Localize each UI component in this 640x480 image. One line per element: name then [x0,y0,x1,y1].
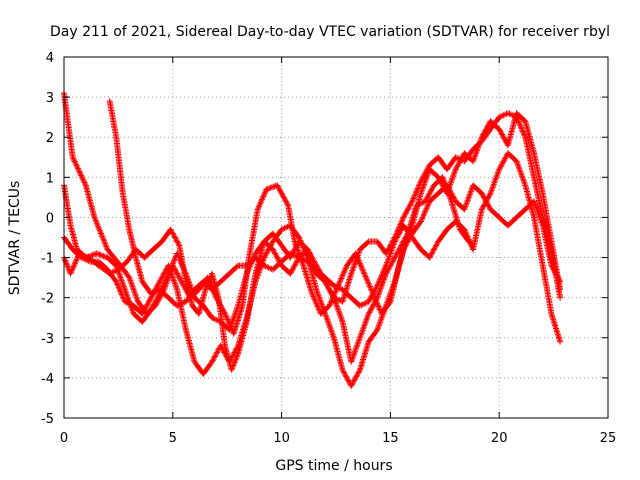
y-tick-label: -4 [41,372,54,387]
y-axis-label: SDTVAR / TECUs [7,181,23,296]
x-tick-label: 20 [491,431,508,446]
y-tick-label: 2 [46,131,54,146]
series-markers [61,182,564,389]
tick-layer: 0 5 10 15 20 25 -5 -4 -3 -2 -1 0 1 2 3 4 [41,51,616,446]
y-tick-label: 1 [46,171,54,186]
x-tick-label: 0 [60,431,68,446]
series-markers [61,110,564,373]
series-track-5 [61,110,564,373]
chart-title: Day 211 of 2021, Sidereal Day-to-day VTE… [50,24,610,40]
y-tick-label: 4 [46,51,54,66]
x-tick-label: 5 [169,431,177,446]
y-tick-label: -1 [41,252,54,267]
series-markers [106,98,564,345]
x-tick-label: 10 [273,431,290,446]
x-tick-label: 15 [382,431,399,446]
y-tick-label: -3 [41,332,54,347]
y-tick-label: -2 [41,292,54,307]
data-layer [61,90,564,389]
y-tick-label: -5 [41,412,54,427]
plot-frame [63,56,609,419]
series-track-3 [61,182,564,389]
grid-layer [64,57,608,418]
y-tick-label: 3 [46,91,54,106]
y-tick-label: 0 [46,211,54,226]
x-axis-label: GPS time / hours [275,458,392,474]
x-tick-label: 25 [600,431,617,446]
series-track-4 [106,98,564,345]
